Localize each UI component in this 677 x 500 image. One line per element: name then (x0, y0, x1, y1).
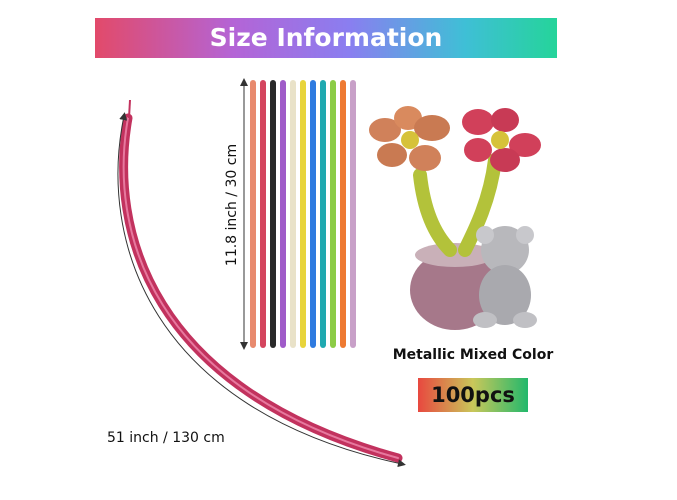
height-label: 11.8 inch / 30 cm (224, 144, 240, 266)
title: Size Information (210, 23, 443, 52)
color-label: Metallic Mixed Color (393, 347, 554, 363)
balloon-tip (128, 99, 131, 119)
flower-arrangement (369, 106, 541, 330)
length-label: 51 inch / 130 cm (107, 430, 225, 446)
quantity: 100pcs (431, 383, 515, 407)
length-arrow (117, 112, 406, 468)
quantity-badge (418, 378, 528, 412)
straight-balloons (250, 80, 356, 348)
title-banner (95, 18, 557, 58)
